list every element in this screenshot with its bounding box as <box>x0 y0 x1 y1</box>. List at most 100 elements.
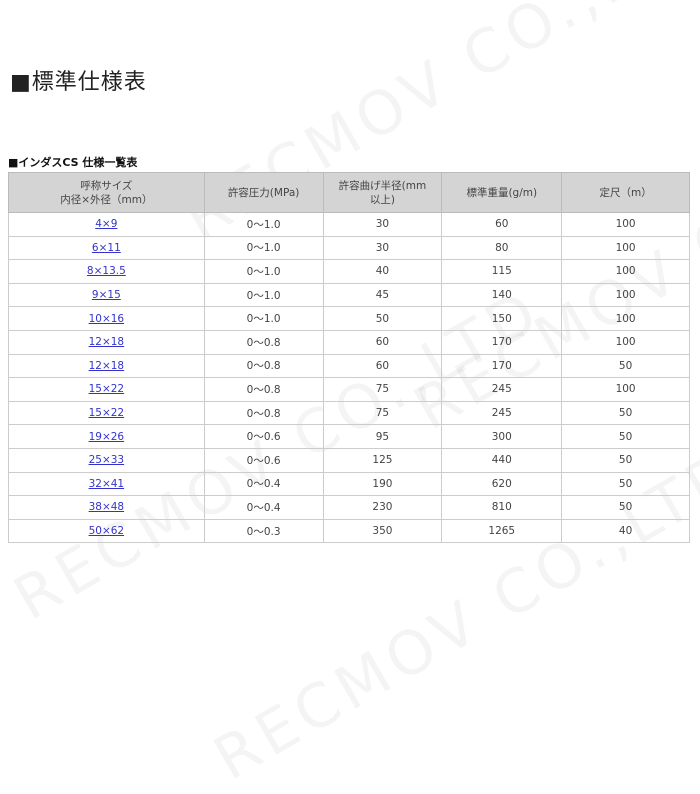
table-cell: 45 <box>322 282 443 308</box>
size-cell: 15×22 <box>8 400 205 426</box>
page-title: ■標準仕様表 <box>10 70 147 95</box>
size-cell: 6×11 <box>8 235 205 261</box>
size-cell: 15×22 <box>8 377 205 402</box>
table-cell: 40 <box>322 259 443 284</box>
table-cell: 0〜0.8 <box>203 377 324 402</box>
size-link[interactable]: 15×22 <box>88 383 125 396</box>
table-cell: 0〜0.6 <box>203 447 324 473</box>
table-cell: 0〜1.0 <box>203 259 324 284</box>
table-cell: 60 <box>322 353 443 379</box>
table-cell: 0〜1.0 <box>203 235 324 261</box>
table-cell: 75 <box>322 377 443 402</box>
table-cell: 50 <box>322 306 443 331</box>
table-cell: 0〜1.0 <box>203 306 324 331</box>
size-cell: 19×26 <box>8 424 205 449</box>
table-cell: 0〜0.4 <box>203 471 324 497</box>
table-cell: 80 <box>441 235 563 261</box>
table-cell: 50 <box>561 447 690 473</box>
spec-table: 呼称サイズ 内径×外径（mm） 許容圧力(MPa) 許容曲げ半径(mm以上) 標準重量… <box>8 172 690 544</box>
table-cell: 150 <box>441 306 563 331</box>
size-link[interactable]: 19×26 <box>88 430 125 443</box>
table-cell: 245 <box>441 400 563 426</box>
table-cell: 0〜0.8 <box>203 353 324 379</box>
table-row: 6×11 0〜1.0 30 80 100 <box>8 235 690 261</box>
table-cell: 440 <box>441 447 563 473</box>
table-cell: 170 <box>441 353 563 379</box>
column-header: 呼称サイズ 内径×外径（mm） <box>8 172 205 213</box>
table-row: 15×22 0〜0.8 75 245 100 <box>8 377 690 402</box>
size-cell: 10×16 <box>8 306 205 331</box>
table-cell: 50 <box>561 495 690 520</box>
table-row: 4×9 0〜1.0 30 60 100 <box>8 212 690 237</box>
table-cell: 190 <box>322 471 443 497</box>
size-link[interactable]: 9×15 <box>91 289 121 302</box>
size-cell: 38×48 <box>8 495 205 520</box>
header-row: 呼称サイズ 内径×外径（mm） 許容圧力(MPa) 許容曲げ半径(mm以上) 標準重量… <box>8 172 690 213</box>
table-cell: 60 <box>322 329 443 355</box>
table-cell: 0〜0.3 <box>203 518 324 544</box>
table-cell: 40 <box>561 518 690 544</box>
table-cell: 230 <box>322 495 443 520</box>
table-cell: 100 <box>561 377 690 402</box>
size-cell: 8×13.5 <box>8 259 205 284</box>
table-cell: 810 <box>441 495 563 520</box>
table-cell: 30 <box>322 235 443 261</box>
size-cell: 50×62 <box>8 518 205 544</box>
column-header: 標準重量(g/m) <box>441 172 563 213</box>
table-cell: 50 <box>561 353 690 379</box>
table-row: 15×22 0〜0.8 75 245 50 <box>8 400 690 426</box>
table-cell: 125 <box>322 447 443 473</box>
table-cell: 30 <box>322 212 443 237</box>
size-cell: 25×33 <box>8 447 205 473</box>
table-cell: 115 <box>441 259 563 284</box>
size-link[interactable]: 38×48 <box>88 501 125 514</box>
table-row: 12×18 0〜0.8 60 170 100 <box>8 329 690 355</box>
table-cell: 0〜0.4 <box>203 495 324 520</box>
table-cell: 245 <box>441 377 563 402</box>
table-cell: 50 <box>561 424 690 449</box>
table-cell: 0〜0.6 <box>203 424 324 449</box>
size-link[interactable]: 50×62 <box>88 525 125 538</box>
table-row: 12×18 0〜0.8 60 170 50 <box>8 353 690 379</box>
table-cell: 0〜0.8 <box>203 400 324 426</box>
table-cell: 95 <box>322 424 443 449</box>
size-cell: 32×41 <box>8 471 205 497</box>
table-title: ■インダスCS 仕様一覧表 <box>8 156 138 169</box>
size-link[interactable]: 15×22 <box>88 407 125 420</box>
table-cell: 170 <box>441 329 563 355</box>
column-header: 許容圧力(MPa) <box>203 172 324 213</box>
table-row: 32×41 0〜0.4 190 620 50 <box>8 471 690 497</box>
size-cell: 9×15 <box>8 282 205 308</box>
table-cell: 50 <box>561 400 690 426</box>
size-link[interactable]: 4×9 <box>95 218 118 231</box>
table-row: 8×13.5 0〜1.0 40 115 100 <box>8 259 690 284</box>
table-row: 25×33 0〜0.6 125 440 50 <box>8 447 690 473</box>
table-cell: 50 <box>561 471 690 497</box>
table-cell: 1265 <box>441 518 563 544</box>
table-row: 10×16 0〜1.0 50 150 100 <box>8 306 690 331</box>
size-cell: 12×18 <box>8 329 205 355</box>
size-link[interactable]: 25×33 <box>88 454 125 467</box>
size-link[interactable]: 6×11 <box>91 241 121 254</box>
size-cell: 12×18 <box>8 353 205 379</box>
size-link[interactable]: 12×18 <box>88 336 125 349</box>
table-cell: 75 <box>322 400 443 426</box>
column-header: 許容曲げ半径(mm以上) <box>322 172 443 213</box>
table-cell: 0〜0.8 <box>203 329 324 355</box>
table-row: 9×15 0〜1.0 45 140 100 <box>8 282 690 308</box>
table-cell: 0〜1.0 <box>203 212 324 237</box>
table-row: 50×62 0〜0.3 350 1265 40 <box>8 518 690 544</box>
size-link[interactable]: 10×16 <box>88 312 125 325</box>
size-link[interactable]: 8×13.5 <box>86 265 126 278</box>
size-link[interactable]: 32×41 <box>88 477 125 490</box>
table-cell: 60 <box>441 212 563 237</box>
size-link[interactable]: 12×18 <box>88 359 125 372</box>
table-cell: 350 <box>322 518 443 544</box>
table-cell: 100 <box>561 259 690 284</box>
table-row: 19×26 0〜0.6 95 300 50 <box>8 424 690 449</box>
column-header: 定尺（m） <box>561 172 690 213</box>
size-cell: 4×9 <box>8 212 205 237</box>
table-cell: 300 <box>441 424 563 449</box>
table-cell: 100 <box>561 235 690 261</box>
table-cell: 140 <box>441 282 563 308</box>
